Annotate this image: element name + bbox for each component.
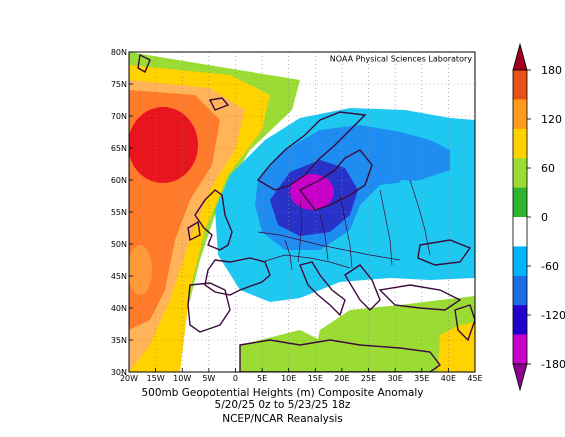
lon-tick-label: 15E: [308, 374, 323, 383]
lat-tick-label: 65N: [111, 144, 127, 153]
colorbar-label: -180: [541, 358, 565, 371]
colorbar-segment: [513, 99, 527, 130]
lon-tick-label: 5E: [257, 374, 267, 383]
anomaly-green-sw: [240, 330, 330, 372]
colorbar-label: -60: [541, 260, 559, 273]
lon-tick-label: 0: [233, 374, 238, 383]
anomaly-yellow-se: [438, 322, 475, 372]
colorbar-label: 180: [541, 64, 562, 77]
colorbar-label: 60: [541, 162, 555, 175]
longitude-ticks: 20W 15W 10W 5W 0 5E 10E 15E 20E 25E 30E 35E 40E 45E: [120, 368, 483, 383]
colorbar-segment: [513, 275, 527, 306]
anomaly-red-center: [129, 107, 198, 183]
lon-tick-label: 30E: [388, 374, 403, 383]
colorbar-label: -120: [541, 309, 565, 322]
colorbar-segment: [513, 187, 527, 218]
lon-tick-label: 40E: [441, 374, 456, 383]
lat-tick-label: 35N: [111, 336, 127, 345]
credit-box: [330, 53, 474, 64]
lon-tick-label: 15W: [147, 374, 165, 383]
lat-tick-label: 70N: [111, 112, 127, 121]
anomaly-magenta: [290, 174, 334, 210]
credit-label: NOAA Physical Sciences Laboratory: [330, 55, 473, 64]
colorbar-top-arrow: [512, 42, 528, 71]
anomaly-fields: [129, 52, 475, 372]
lat-tick-label: 40N: [111, 304, 127, 313]
lon-tick-label: 45E: [467, 374, 482, 383]
latitude-ticks: 80N 75N 70N 65N 60N 55N 50N 45N 40N 35N 30N: [111, 48, 133, 377]
colorbar-segment: [513, 70, 527, 100]
lon-tick-label: 10W: [173, 374, 191, 383]
colorbar-segment: [513, 128, 527, 159]
coastlines: [137, 53, 475, 372]
grid-lines: [129, 52, 475, 372]
colorbar-segment: [513, 217, 527, 247]
lat-tick-label: 80N: [111, 48, 127, 57]
lat-tick-label: 55N: [111, 208, 127, 217]
lon-tick-label: 20W: [120, 374, 138, 383]
lat-tick-label: 50N: [111, 240, 127, 249]
colorbar-segment: [513, 246, 527, 277]
colorbar-label: 120: [541, 113, 562, 126]
anomaly-red-south: [129, 245, 152, 295]
colorbar-segment: [513, 305, 527, 335]
lat-tick-label: 75N: [111, 80, 127, 89]
lat-tick-label: 60N: [111, 176, 127, 185]
lon-tick-label: 10E: [281, 374, 296, 383]
lon-tick-label: 20E: [334, 374, 349, 383]
colorbar-label: 0: [541, 211, 548, 224]
lat-tick-label: 30N: [111, 368, 127, 377]
colorbar-segment: [513, 158, 527, 188]
borders: [257, 179, 431, 271]
colorbar: 180 120 60 0 -60 -120 -180: [512, 42, 565, 392]
anomaly-green-se: [310, 296, 475, 372]
lon-tick-label: 35E: [414, 374, 429, 383]
colorbar-segment: [513, 334, 527, 365]
lon-tick-label: 5W: [202, 374, 215, 383]
caption-line-1: 500mb Geopotential Heights (m) Composite…: [141, 387, 424, 399]
lon-tick-label: 25E: [361, 374, 376, 383]
lat-tick-label: 45N: [111, 272, 127, 281]
caption-line-2: 5/20/25 0z to 5/23/25 18z: [214, 399, 351, 411]
caption-line-3: NCEP/NCAR Reanalysis: [222, 413, 343, 425]
anomaly-lightblue-se: [400, 180, 475, 245]
